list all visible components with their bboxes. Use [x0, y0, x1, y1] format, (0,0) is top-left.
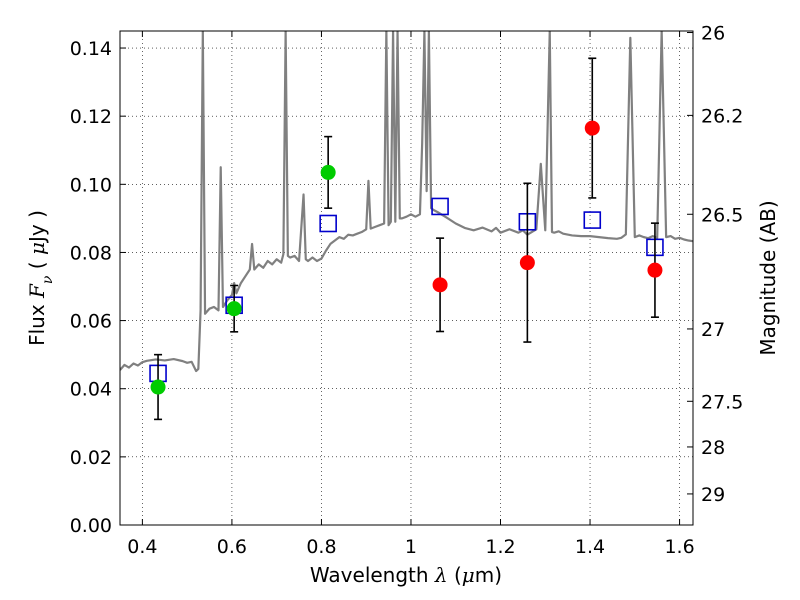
observed-flux-point	[519, 255, 535, 271]
x-tick-label: 1	[405, 536, 417, 558]
x-tick-label: 0.6	[217, 536, 247, 558]
observed-flux-point	[432, 277, 448, 293]
observed-flux-point	[150, 379, 166, 395]
model-photometry-square	[431, 197, 449, 216]
x-tick-label: 1.2	[485, 536, 515, 558]
model-photometry-square	[319, 214, 337, 233]
y2-tick-label: 29	[701, 484, 725, 506]
y2-axis-title: Magnitude (AB)	[756, 200, 780, 355]
plot-frame	[119, 30, 694, 526]
y-tick-label: 0.08	[70, 242, 112, 264]
y2-tick-label: 27	[701, 319, 725, 341]
y-tick-label: 0.10	[70, 174, 112, 196]
model-photometry-square	[583, 211, 602, 229]
observed-flux-point	[226, 301, 242, 317]
y-tick-label: 0.14	[70, 38, 112, 60]
observed-flux-point	[647, 262, 663, 278]
y-tick-label: 0.04	[70, 379, 112, 401]
y2-tick-label: 27.5	[701, 391, 743, 413]
observed-flux-point	[320, 164, 336, 180]
y-axis-left: 0.00 0.02 0.04 0.06 0.08 0.10 0.12 0.14	[70, 38, 126, 537]
y2-tick-label: 26	[701, 23, 725, 45]
x-axis: 0.4 0.6 0.8 1 1.2 1.4 1.6	[127, 31, 695, 558]
observed-flux-point	[584, 120, 600, 136]
y-tick-label: 0.02	[70, 447, 112, 469]
grid	[120, 31, 693, 526]
plot-area	[120, 31, 693, 421]
y2-tick-label: 26.2	[701, 105, 743, 127]
y2-tick-label: 28	[701, 437, 725, 459]
y2-tick-label: 26.5	[701, 204, 743, 226]
y-tick-label: 0.06	[70, 311, 112, 333]
x-tick-label: 0.4	[127, 536, 157, 558]
x-tick-label: 0.8	[306, 536, 336, 558]
x-tick-label: 1.6	[664, 536, 694, 558]
y-tick-label: 0.00	[70, 515, 112, 537]
x-axis-title: Wavelength λ (μm)	[310, 563, 502, 587]
y-axis-right: 26 26.2 26.5 27 27.5 28 29	[687, 23, 743, 506]
y-axis-title: Flux Fν ( μJy )	[25, 210, 56, 346]
y-tick-label: 0.12	[70, 106, 112, 128]
model-spectrum-line	[120, 31, 693, 373]
x-tick-label: 1.4	[575, 536, 605, 558]
